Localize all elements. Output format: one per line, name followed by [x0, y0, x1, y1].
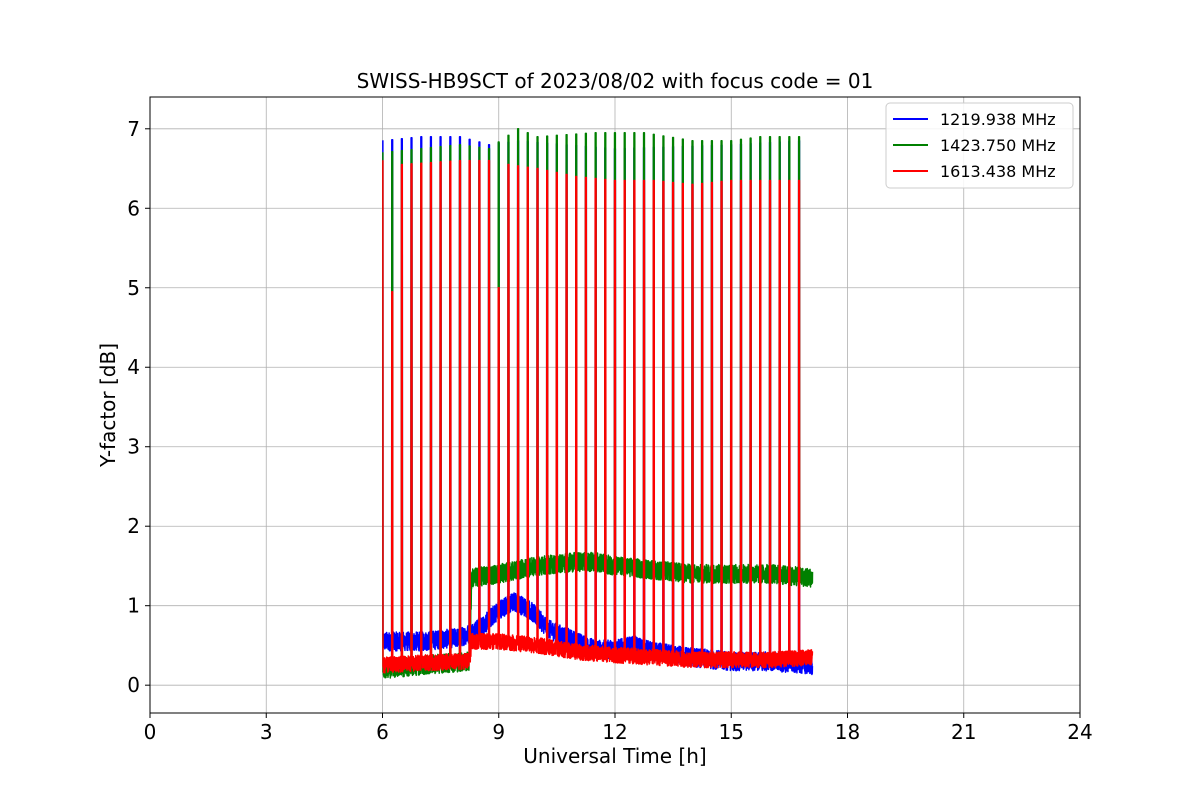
x-tick-label: 3 — [260, 720, 273, 744]
y-axis-label: Y-factor [dB] — [96, 343, 120, 468]
y-tick-label: 1 — [127, 594, 140, 618]
x-axis-label: Universal Time [h] — [523, 744, 706, 768]
series-line-3 — [381, 159, 814, 674]
x-axis: 0 3 6 9 12 15 18 21 24 — [144, 713, 1093, 744]
chart-title: SWISS-HB9SCT of 2023/08/02 with focus co… — [357, 69, 874, 93]
y-tick-label: 4 — [127, 355, 140, 379]
legend-label-1: 1219.938 MHz — [940, 110, 1056, 129]
y-tick-label: 6 — [127, 196, 140, 220]
y-axis: 0 1 2 3 4 5 6 7 — [127, 117, 150, 697]
y-tick-label: 3 — [127, 435, 140, 459]
y-tick-label: 2 — [127, 514, 140, 538]
series-layer — [381, 128, 814, 679]
legend-box — [885, 102, 1074, 189]
x-tick-label: 15 — [719, 720, 744, 744]
y-tick-label: 7 — [127, 117, 140, 141]
legend: 1219.938 MHz 1423.750 MHz 1613.438 MHz — [885, 102, 1074, 189]
y-tick-label: 0 — [127, 673, 140, 697]
x-tick-label: 24 — [1067, 720, 1092, 744]
legend-label-2: 1423.750 MHz — [940, 136, 1056, 155]
plot-area — [381, 128, 814, 679]
x-tick-label: 21 — [951, 720, 976, 744]
x-tick-label: 18 — [835, 720, 860, 744]
x-tick-label: 0 — [144, 720, 157, 744]
legend-label-3: 1613.438 MHz — [940, 162, 1056, 181]
x-tick-label: 6 — [376, 720, 389, 744]
x-tick-label: 9 — [492, 720, 505, 744]
y-tick-label: 5 — [127, 276, 140, 300]
x-tick-label: 12 — [602, 720, 627, 744]
